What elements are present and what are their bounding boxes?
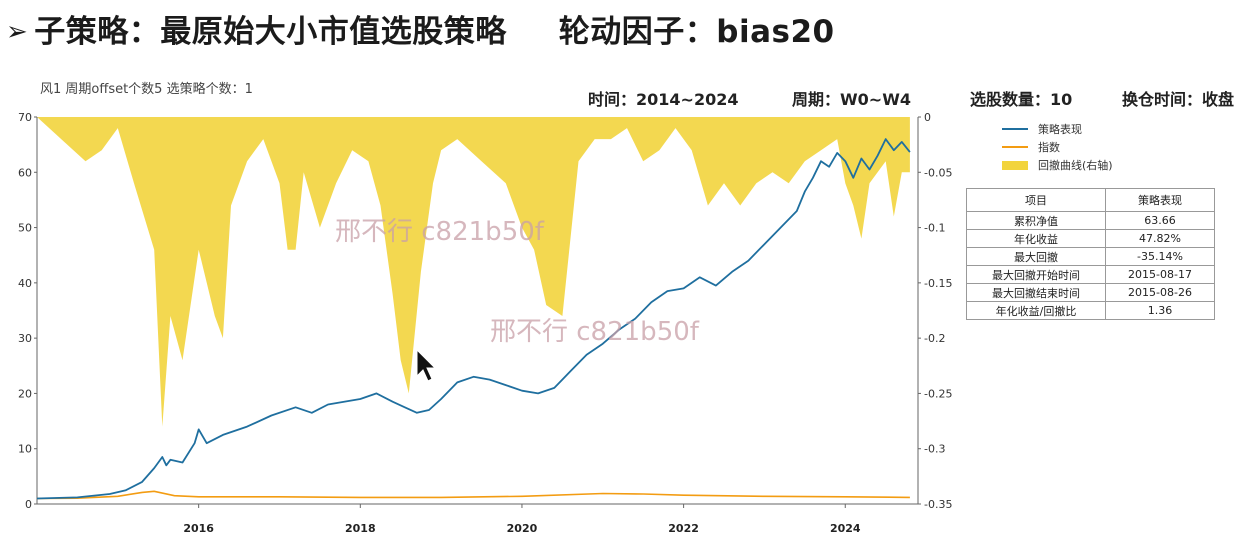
y-left-tick-label: 70	[18, 111, 32, 124]
stats-header-row: 项目 策略表现	[966, 188, 1215, 212]
stats-value: 1.36	[1105, 301, 1215, 320]
y-right-tick-label: -0.25	[924, 387, 952, 400]
y-right-tick-label: 0	[924, 111, 931, 124]
stats-row: 最大回撤 -35.14%	[966, 247, 1215, 266]
legend-label: 指数	[1038, 141, 1060, 154]
x-tick-label: 2024	[830, 522, 861, 535]
stats-header-item: 项目	[966, 188, 1106, 212]
factor-title: 轮动因子：bias20	[558, 14, 835, 50]
y-left-tick-label: 0	[25, 498, 32, 511]
legend: 策略表现指数回撤曲线(右轴)	[1002, 120, 1113, 174]
stats-item: 最大回撤开始时间	[966, 265, 1106, 284]
stats-value: 47.82%	[1105, 229, 1215, 248]
y-right-tick-label: -0.05	[924, 166, 952, 179]
stats-row: 最大回撤结束时间 2015-08-26	[966, 283, 1215, 302]
meta-info: 风1 周期offset个数5 选策略个数：1	[40, 82, 253, 97]
x-tick-label: 2018	[345, 522, 376, 535]
period-range: 时间：2014~2024	[588, 90, 739, 109]
stats-row: 年化收益 47.82%	[966, 229, 1215, 248]
x-tick-label: 2022	[668, 522, 699, 535]
chart: 0 10 20 30 40 50 60 70 0 -0.05 -0.1 -0.15 -0.2 -0.25 -…	[18, 111, 952, 535]
strategy-line	[36, 138, 911, 500]
stats-value: 2015-08-17	[1105, 265, 1215, 284]
y-right-tick-label: -0.2	[924, 332, 945, 345]
stats-item: 最大回撤	[966, 247, 1106, 266]
stats-item: 年化收益	[966, 229, 1106, 248]
legend-item: 指数	[1002, 138, 1113, 156]
stats-table: 项目 策略表现 累积净值 63.66 年化收益 47.82% 最大回撤 -35.14% 最大…	[966, 188, 1215, 320]
legend-swatch	[1002, 146, 1028, 148]
y-left-tick-label: 20	[18, 387, 32, 400]
x-tick-label: 2020	[507, 522, 538, 535]
drawdown-area	[37, 117, 910, 427]
cycle-label: 周期：W0~W4	[792, 90, 911, 109]
stats-value: 63.66	[1105, 211, 1215, 230]
arrow-icon: ➢	[6, 17, 29, 47]
stats-item: 年化收益/回撤比	[966, 301, 1106, 320]
stats-value: -35.14%	[1105, 247, 1215, 266]
stats-item: 最大回撤结束时间	[966, 283, 1106, 302]
stats-row: 年化收益/回撤比 1.36	[966, 301, 1215, 320]
rebalance-time: 换仓时间：收盘	[1122, 90, 1235, 109]
legend-label: 策略表现	[1038, 123, 1082, 136]
legend-label: 回撤曲线(右轴)	[1038, 159, 1113, 172]
stats-row: 累积净值 63.66	[966, 211, 1215, 230]
select-count: 选股数量：10	[970, 90, 1073, 109]
stats-value: 2015-08-26	[1105, 283, 1215, 302]
stats-header-value: 策略表现	[1105, 188, 1215, 212]
watermark-text: 邢不行 c821b50f	[490, 317, 700, 347]
y-right-tick-label: -0.3	[924, 443, 945, 456]
mouse-cursor-icon	[416, 348, 437, 382]
legend-item: 策略表现	[1002, 120, 1113, 138]
stats-item: 累积净值	[966, 211, 1106, 230]
y-left-tick-label: 60	[18, 166, 32, 179]
y-right-tick-label: -0.15	[924, 277, 952, 290]
y-left-tick-label: 50	[18, 222, 32, 235]
stats-row: 最大回撤开始时间 2015-08-17	[966, 265, 1215, 284]
legend-swatch	[1002, 128, 1028, 130]
legend-item: 回撤曲线(右轴)	[1002, 156, 1113, 174]
y-left-tick-label: 40	[18, 277, 32, 290]
y-right-tick-label: -0.1	[924, 222, 945, 235]
y-left-tick-label: 30	[18, 332, 32, 345]
index-line	[36, 490, 910, 500]
slide-title: ➢ 子策略：最原始大小市值选股策略 轮动因子：bias20	[6, 6, 1246, 56]
x-tick-label: 2016	[183, 522, 214, 535]
strategy-title: 子策略：最原始大小市值选股策略	[34, 14, 507, 50]
y-left-tick-label: 10	[18, 443, 32, 456]
watermark-text: 邢不行 c821b50f	[335, 217, 545, 247]
y-right-tick-label: -0.35	[924, 498, 952, 511]
legend-swatch	[1002, 160, 1028, 170]
